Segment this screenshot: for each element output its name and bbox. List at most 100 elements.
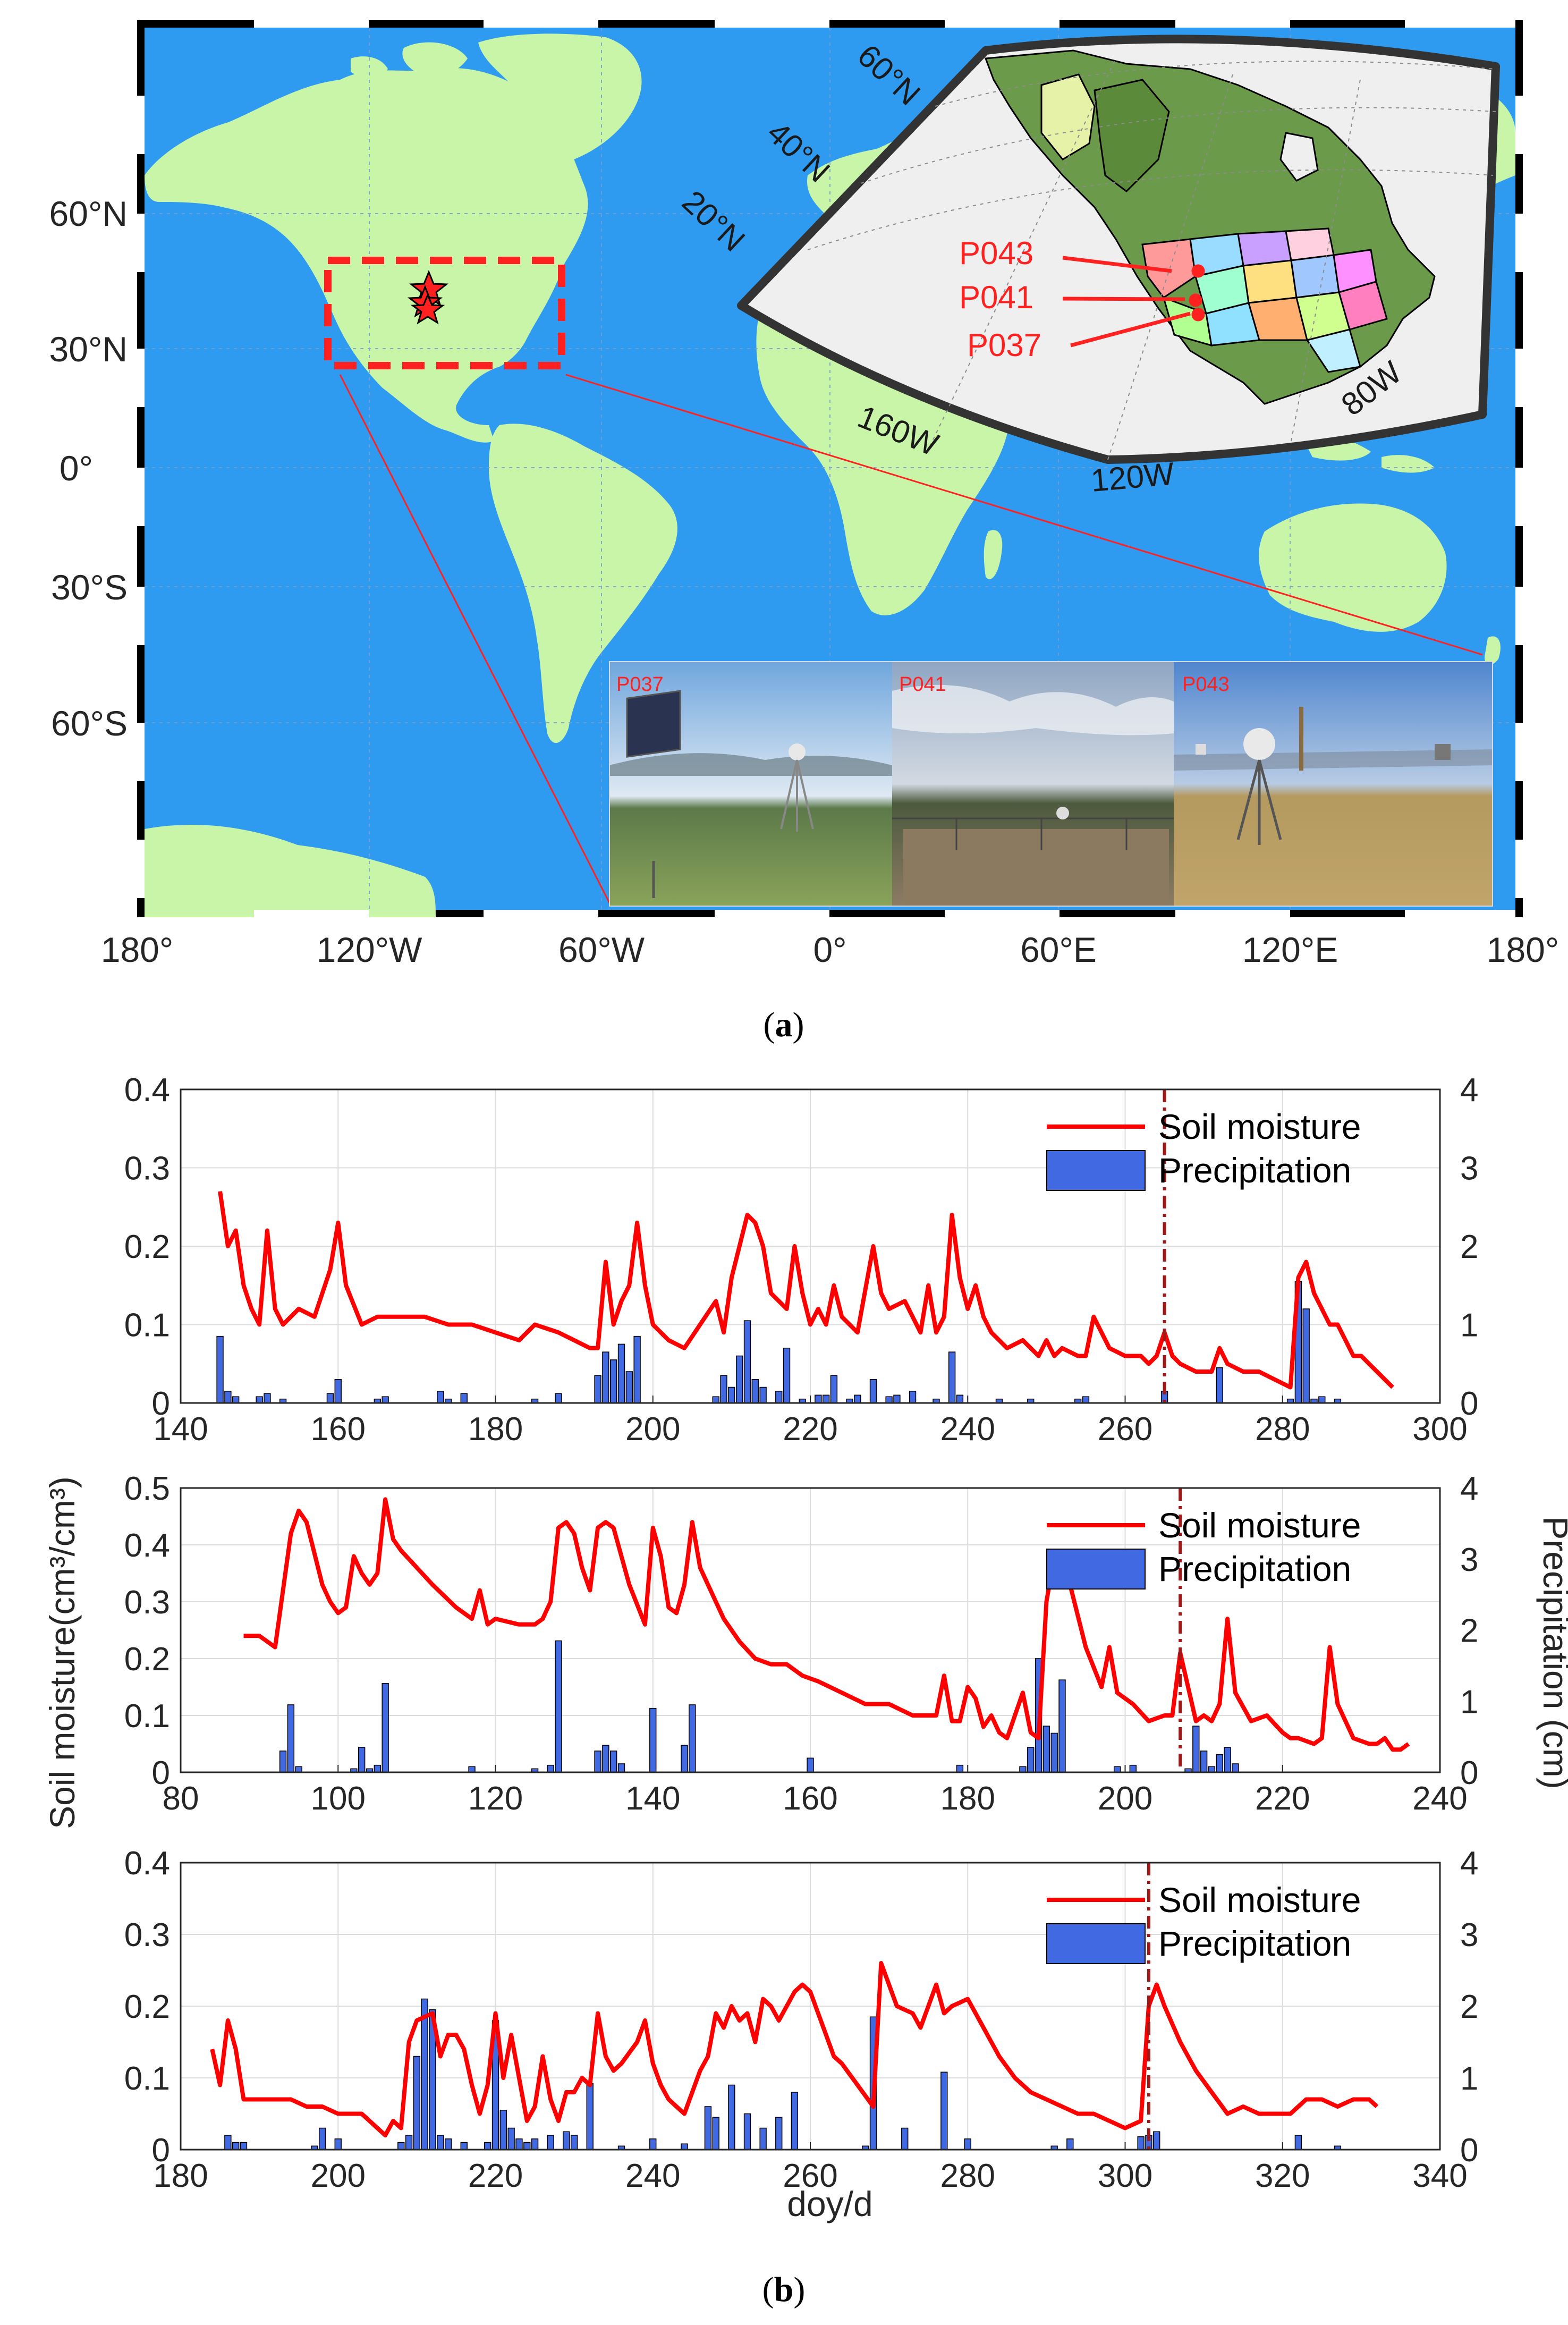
- land-arctic-islands: [351, 42, 468, 78]
- station-label-p041: P041: [959, 280, 1033, 315]
- precip-bar: [555, 1393, 562, 1404]
- x-tick-label: 180: [940, 1780, 995, 1817]
- precip-bar: [374, 1764, 381, 1773]
- precip-bar: [649, 2138, 657, 2150]
- precip-bar: [791, 2092, 799, 2150]
- precip-bar: [1216, 1367, 1223, 1404]
- precip-bar: [854, 1394, 861, 1404]
- station-dot: [1191, 308, 1205, 322]
- chart-3: 180 200 220 240 260 280 300 320 34000.10.20.30.4…: [124, 1845, 1479, 2194]
- legend-line-label: Soil moisture: [1158, 1506, 1361, 1545]
- precip-bar: [295, 1766, 302, 1773]
- land-madagascar: [984, 530, 1003, 579]
- legend-bar-swatch: [1046, 1923, 1146, 1964]
- precip-bar: [964, 2138, 971, 2150]
- x-tick-label: 200: [1098, 1780, 1152, 1817]
- y-tick-label-left: 0.4: [124, 1072, 170, 1109]
- soil-moisture-line: [218, 1191, 1394, 1390]
- plot-frame: [180, 1862, 1441, 2151]
- station-dot: [1189, 293, 1202, 307]
- precip-bar: [460, 1393, 468, 1404]
- precip-bar: [326, 1393, 334, 1404]
- x-tick-label: 260: [783, 2158, 837, 2194]
- y-tick-label-right: 2: [1460, 1229, 1478, 1265]
- land-antarctica: [145, 824, 436, 917]
- precip-bar: [1224, 1747, 1231, 1773]
- precip-bar: [830, 1375, 838, 1404]
- y-tick-label-right: 3: [1460, 1917, 1478, 1954]
- x-tick-label: 240: [1412, 1780, 1467, 1817]
- plot-frame: [180, 1487, 1441, 1773]
- caption-letter: a: [775, 1005, 793, 1044]
- precip-bar: [610, 1359, 617, 1404]
- chart-2: 80 100 120 140 160 180 200 220 24000.10.20.30.40…: [124, 1470, 1479, 1817]
- precip-bar: [1050, 1732, 1058, 1773]
- x-tick-label: 160: [311, 1411, 366, 1448]
- photo-p043: P043: [1174, 662, 1493, 906]
- y-tick-label-right: 4: [1460, 1470, 1478, 1507]
- precip-bar: [413, 2056, 421, 2150]
- precip-bar: [602, 1745, 609, 1773]
- x-tick-label: 180: [153, 2158, 208, 2194]
- precip-bar: [437, 2135, 444, 2150]
- legend-bar-label: Precipitation: [1158, 1924, 1351, 1963]
- precip-bar: [382, 1683, 389, 1773]
- precip-bar: [216, 1335, 224, 1404]
- station-arrows: [1062, 256, 1205, 348]
- plot-frame: [180, 1088, 1441, 1404]
- precip-bar: [523, 2142, 531, 2150]
- legend-bar-swatch: [1046, 1150, 1146, 1191]
- precip-bar: [948, 1351, 956, 1404]
- precip-bar: [956, 1394, 964, 1404]
- precip-bar: [397, 2142, 405, 2150]
- soil-moisture-charts: 140 160 180 200 220 240 260 280 30000.10.20.30.4…: [124, 1072, 1479, 2194]
- precip-bar: [1294, 2135, 1302, 2150]
- inset-graticule: [807, 58, 1496, 460]
- station-photos: P037 P041 P043: [609, 661, 1493, 907]
- precip-bar: [1042, 1726, 1050, 1773]
- x-tick-label: 300: [1412, 1411, 1467, 1448]
- precip-bar: [1058, 1679, 1066, 1773]
- precip-bar: [1216, 1754, 1223, 1773]
- ylabel-left: Soil moisture(cm³/cm³): [43, 1476, 82, 1829]
- precip-bar: [775, 1391, 783, 1404]
- y-tick-label-left: 0.3: [124, 1584, 170, 1621]
- y-tick-label-right: 3: [1460, 1542, 1478, 1578]
- precip-bar: [405, 2135, 413, 2150]
- precip-bar: [1153, 2131, 1160, 2150]
- lon-label: 120°E: [1242, 930, 1338, 969]
- precip-bar: [531, 2138, 539, 2150]
- precip-bar: [633, 1335, 641, 1404]
- ylabel-right: Precipitation (cm): [1536, 1516, 1568, 1789]
- x-tick-label: 200: [625, 1411, 680, 1448]
- precip-bar: [1208, 1766, 1216, 1773]
- precip-bar: [885, 1396, 893, 1404]
- y-tick-label-left: 0.2: [124, 1641, 170, 1678]
- precip-bar: [570, 2135, 578, 2150]
- precip-bar: [334, 1379, 342, 1404]
- y-tick-label-left: 0.1: [124, 1307, 170, 1344]
- lon-label: 60°W: [558, 930, 645, 969]
- photo-label-p041: P041: [899, 673, 946, 696]
- precip-bar: [484, 2142, 491, 2150]
- x-tick-label: 140: [625, 1780, 680, 1817]
- legend-line-label: Soil moisture: [1158, 1880, 1361, 1920]
- y-tick-label-left: 0.1: [124, 2060, 170, 2097]
- x-tick-label: 260: [1098, 1411, 1152, 1448]
- precip-bar: [689, 1704, 696, 1773]
- precip-bar: [1082, 1396, 1090, 1404]
- precip-bar: [869, 1379, 877, 1404]
- map-frame-checkers: [137, 20, 1523, 917]
- precip-bar: [728, 1386, 735, 1404]
- precip-bar: [1318, 1396, 1326, 1404]
- lon-label: 180°: [1487, 930, 1559, 969]
- precip-bar: [437, 1391, 444, 1404]
- precip-bar: [743, 2113, 751, 2150]
- soil-moisture-line: [243, 1497, 1410, 1752]
- y-tick-label-right: 0: [1460, 1385, 1478, 1422]
- station-star-icons: [407, 270, 449, 325]
- x-tick-label: 220: [468, 2158, 523, 2194]
- precip-bar: [1137, 2136, 1145, 2150]
- precip-bar: [318, 2127, 326, 2150]
- precip-bar: [224, 2135, 232, 2150]
